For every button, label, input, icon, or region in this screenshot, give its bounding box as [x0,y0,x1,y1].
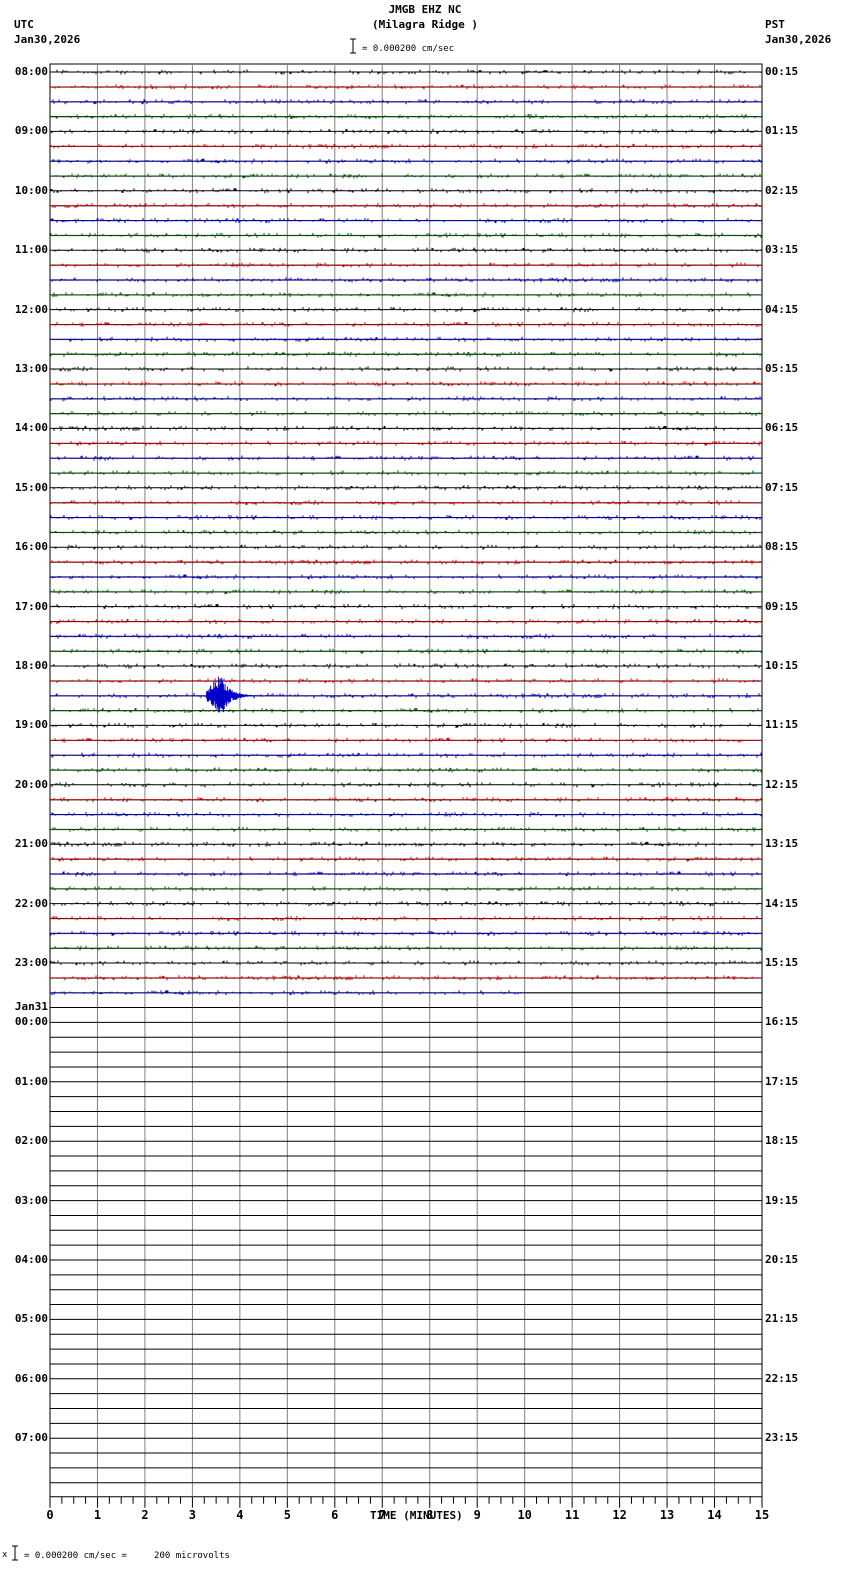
x-tick-label: 10 [517,1508,531,1522]
x-tick-label: 13 [660,1508,674,1522]
pst-hour-label: 01:15 [765,124,799,138]
pst-hour-label: 19:15 [765,1193,799,1207]
utc-hour-label: 13:00 [14,362,48,375]
pst-hour-label: 21:15 [765,1312,799,1326]
x-tick-label: 4 [236,1508,243,1522]
x-tick-label: 6 [331,1508,338,1522]
utc-hour-label: 18:00 [14,659,48,672]
pst-hour-label: 08:15 [765,540,799,554]
x-tick-label: 5 [284,1508,291,1522]
pst-hour-label: 23:15 [765,1431,799,1445]
right-date: Jan30,2026 [765,33,832,46]
pst-hour-label: 22:15 [765,1371,799,1385]
footer-marker: x [2,1550,8,1560]
scale-bar-icon [348,38,358,54]
utc-hour-label: 00:00 [14,1015,48,1029]
pst-hour-label: 16:15 [765,1015,799,1029]
pst-hour-label: 02:15 [765,183,799,197]
utc-hour-label: 11:00 [14,243,48,257]
utc-hour-label: 12:00 [14,302,48,316]
footer-scale-text: = 0.000200 cm/sec = 200 microvolts [24,1551,230,1561]
pst-hour-label: 07:15 [765,480,799,494]
utc-hour-label: 20:00 [14,777,48,791]
pst-hour-label: 13:15 [765,837,799,851]
station-location: (Milagra Ridge ) [372,18,478,31]
utc-hour-label: 10:00 [14,183,48,197]
x-tick-label: 2 [141,1508,148,1522]
pst-hour-label: 03:15 [765,243,799,257]
utc-hour-label: 15:00 [14,480,48,494]
pst-hour-label: 00:15 [765,65,799,78]
x-tick-label: 11 [565,1508,579,1522]
x-tick-label: 15 [755,1508,769,1522]
utc-hour-label: 02:00 [14,1134,48,1148]
utc-hour-label: 08:00 [14,65,48,78]
pst-hour-label: 18:15 [765,1134,799,1148]
pst-hour-label: 04:15 [765,302,799,316]
utc-hour-label: 04:00 [14,1253,48,1266]
utc-hour-label: 14:00 [14,421,48,435]
right-timezone: PST [765,18,785,31]
pst-hour-label: 20:15 [765,1253,799,1266]
scale-text: = 0.000200 cm/sec [362,44,455,54]
pst-hour-label: 14:15 [765,896,799,910]
utc-date-change-label: Jan31 [14,1000,48,1014]
pst-hour-label: 09:15 [765,599,799,613]
pst-hour-label: 06:15 [765,421,799,435]
x-tick-label: 9 [474,1508,481,1522]
x-tick-label: 0 [46,1508,53,1522]
station-title: JMGB EHZ NC [388,3,462,16]
utc-hour-label: 23:00 [14,956,48,969]
x-tick-label: 1 [94,1508,101,1522]
x-tick-label: 12 [612,1508,626,1522]
utc-hour-label: 03:00 [14,1193,48,1207]
x-tick-label: 7 [379,1508,386,1522]
utc-hour-label: 21:00 [14,837,48,851]
pst-hour-label: 17:15 [765,1074,799,1088]
utc-hour-label: 06:00 [14,1371,48,1385]
utc-hour-label: 07:00 [14,1431,48,1445]
left-timezone: UTC [14,18,34,31]
x-axis-label: TIME (MINUTES) [370,1509,463,1522]
pst-hour-label: 05:15 [765,362,799,375]
pst-hour-label: 15:15 [765,956,799,969]
footer-scale-bar-icon [10,1545,20,1565]
x-tick-label: 8 [426,1508,433,1522]
utc-hour-label: 22:00 [14,896,48,910]
utc-hour-label: 01:00 [14,1074,48,1088]
pst-hour-label: 12:15 [765,777,799,791]
utc-hour-label: 09:00 [14,124,48,138]
x-tick-label: 14 [707,1508,721,1522]
utc-hour-label: 05:00 [14,1312,48,1326]
pst-hour-label: 11:15 [765,718,799,732]
left-date: Jan30,2026 [14,33,81,46]
utc-hour-label: 19:00 [14,718,48,732]
utc-hour-label: 16:00 [14,540,48,554]
utc-hour-label: 17:00 [14,599,48,613]
x-tick-label: 3 [189,1508,196,1522]
pst-hour-label: 10:15 [765,659,799,672]
